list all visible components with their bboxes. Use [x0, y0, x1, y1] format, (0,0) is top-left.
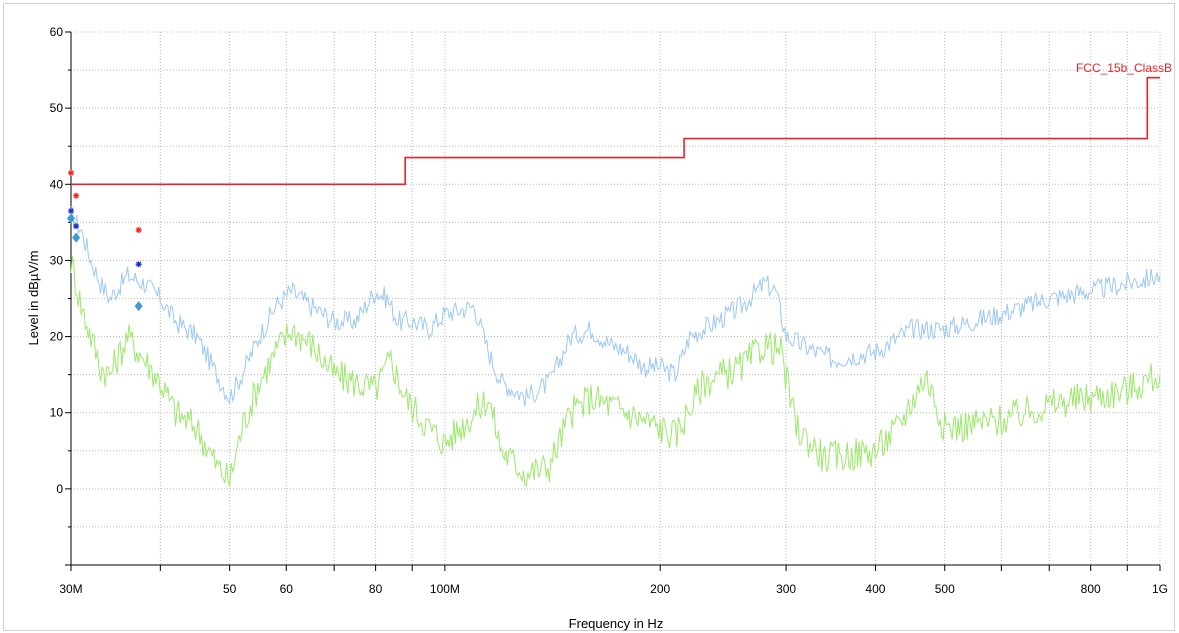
x-tick-label: 200	[650, 582, 670, 596]
limit-line	[71, 76, 1160, 186]
x-tick-label: 300	[776, 582, 796, 596]
marker-diamond	[72, 232, 81, 243]
x-tick-label: 50	[223, 582, 237, 596]
marker-diamond	[67, 213, 75, 224]
y-tick-label: 20	[50, 330, 64, 344]
series-layer	[70, 206, 1161, 488]
grid	[70, 31, 1161, 566]
x-tick-label: 500	[935, 582, 955, 596]
x-axis-label: Frequency in Hz	[569, 616, 664, 631]
y-tick-label: 30	[50, 253, 64, 267]
marker-star	[68, 207, 74, 214]
x-tick-label: 30M	[59, 582, 82, 596]
marker-star	[135, 261, 142, 268]
y-tick-label: 0	[56, 482, 63, 496]
limit-layer	[71, 76, 1160, 186]
marker-diamond	[134, 301, 143, 312]
y-tick-label: 50	[50, 101, 64, 115]
avg-trace	[70, 255, 1161, 488]
x-tick-label: 400	[865, 582, 885, 596]
y-tick-label: 10	[50, 406, 64, 420]
x-tick-label: 1G	[1152, 582, 1168, 596]
x-tick-label: 80	[369, 582, 383, 596]
tick-labels: 0 10 20 30 40 50 60 30M 50 60 80 100M 200 300 400 500 80…	[50, 25, 1168, 596]
x-tick-label: 60	[280, 582, 294, 596]
peak-trace	[70, 206, 1161, 407]
axes	[65, 31, 1161, 571]
markers-layer	[67, 169, 143, 312]
y-tick-label: 60	[50, 25, 64, 39]
marker-star	[73, 223, 80, 230]
marker-star	[135, 226, 142, 233]
limit-line-label: FCC_15b_ClassB	[1076, 61, 1172, 75]
x-tick-label: 100M	[430, 582, 460, 596]
y-tick-label: 40	[50, 177, 64, 191]
chart-frame	[3, 3, 1175, 631]
x-tick-label: 800	[1081, 582, 1101, 596]
marker-star	[68, 169, 74, 176]
marker-star	[73, 192, 80, 199]
y-axis-label: Level in dBµV/m	[26, 251, 41, 346]
